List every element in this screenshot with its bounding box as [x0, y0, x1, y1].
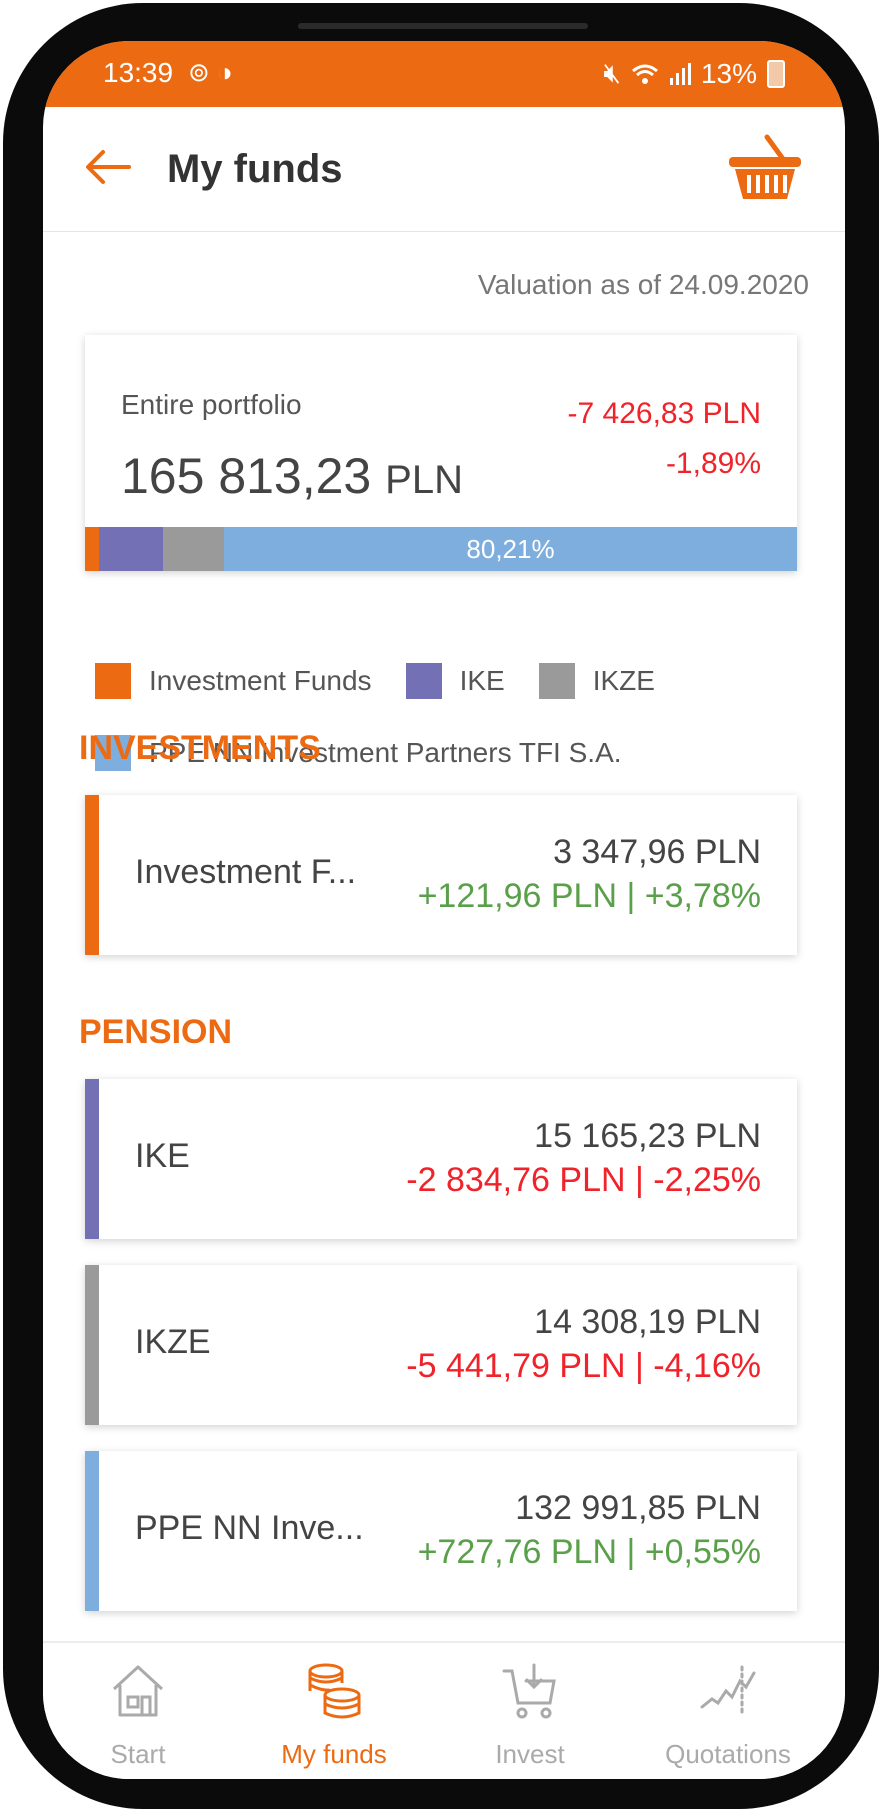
account-amount: 14 308,19 PLN — [534, 1303, 761, 1341]
phone-frame: 13:39 ⊚ ◑ 🔇︎ 13% My funds Val — [3, 3, 879, 1809]
status-right: 🔇︎ 13% — [603, 57, 785, 90]
section-investments: INVESTMENTS — [79, 729, 321, 767]
cart-icon — [502, 1663, 556, 1719]
account-delta: +121,96 PLN | +3,78% — [417, 877, 761, 915]
account-color-stripe — [85, 1451, 99, 1611]
allocation-legend: Investment Funds IKE IKZE PPE NN Investm… — [95, 661, 795, 805]
legend-item: Investment Funds — [95, 663, 372, 699]
nav-label: My funds — [281, 1739, 387, 1769]
account-name: PPE NN Inve... — [135, 1509, 364, 1547]
legend-item: PPE NN Investment Partners TFI S.A. — [95, 735, 622, 771]
account-card[interactable]: IKZE 14 308,19 PLN -5 441,79 PLN | -4,16… — [85, 1265, 797, 1425]
battery-icon — [767, 59, 785, 88]
allocation-segment-label: 80,21% — [466, 533, 555, 564]
wifi-icon — [631, 64, 658, 84]
nav-label: Start — [110, 1739, 166, 1769]
phone-speaker — [298, 23, 588, 29]
legend-item: IKZE — [538, 663, 655, 699]
battery-level: 13% — [700, 57, 757, 89]
legend-swatch — [405, 663, 442, 699]
allocation-segment: 80,21% — [224, 527, 797, 571]
portfolio-change-amount: -7 426,83 PLN — [567, 397, 761, 430]
account-amount: 132 991,85 PLN — [515, 1489, 761, 1527]
portfolio-change: -7 426,83 PLN -1,89% — [568, 389, 761, 489]
allocation-segment — [85, 527, 99, 571]
account-color-stripe — [85, 795, 99, 955]
account-delta: +727,76 PLN | +0,55% — [417, 1533, 761, 1571]
signal-icon — [669, 62, 691, 85]
account-delta: -5 441,79 PLN | -4,16% — [406, 1347, 761, 1385]
portfolio-value: 165 813,23 PLN — [121, 448, 463, 504]
bottom-navigation: Start My funds — [43, 1641, 845, 1779]
legend-swatch — [538, 663, 575, 699]
page-title: My funds — [167, 147, 343, 191]
account-card[interactable]: IKE 15 165,23 PLN -2 834,76 PLN | -2,25% — [85, 1079, 797, 1239]
legend-label: IKE — [459, 665, 505, 696]
nav-label: Quotations — [665, 1739, 791, 1769]
legend-swatch — [95, 663, 131, 699]
account-amount: 15 165,23 PLN — [534, 1117, 761, 1155]
coins-icon — [308, 1663, 361, 1719]
basket-icon[interactable] — [727, 131, 803, 203]
mute-icon: 🔇︎ — [603, 57, 621, 88]
allocation-bar: 80,21% — [85, 527, 797, 571]
allocation-segment — [99, 527, 163, 571]
content-scroll[interactable]: Valuation as of 24.09.2020 Entire portfo… — [43, 231, 845, 1641]
screen: 13:39 ⊚ ◑ 🔇︎ 13% My funds Val — [43, 41, 845, 1779]
portfolio-label: Entire portfolio — [121, 389, 302, 420]
portfolio-change-percent: -1,89% — [665, 447, 761, 480]
allocation-segment — [163, 527, 224, 571]
account-name: Investment F... — [135, 853, 357, 891]
valuation-date: Valuation as of 24.09.2020 — [477, 269, 809, 300]
home-icon — [112, 1665, 164, 1717]
account-card[interactable]: Investment F... 3 347,96 PLN +121,96 PLN… — [85, 795, 797, 955]
account-name: IKZE — [135, 1323, 211, 1361]
chart-icon — [700, 1665, 756, 1717]
app-header: My funds — [43, 107, 845, 232]
legend-label: IKZE — [592, 665, 655, 696]
nav-label: Invest — [495, 1739, 565, 1769]
account-card[interactable]: PPE NN Inve... 132 991,85 PLN +727,76 PL… — [85, 1451, 797, 1611]
status-time: 13:39 — [103, 57, 174, 88]
portfolio-card[interactable]: Entire portfolio 165 813,23 PLN -7 426,8… — [85, 335, 797, 571]
account-amount: 3 347,96 PLN — [553, 833, 761, 871]
account-color-stripe — [85, 1079, 99, 1239]
nav-invest[interactable]: Invest — [435, 1661, 625, 1770]
account-color-stripe — [85, 1265, 99, 1425]
back-arrow-icon[interactable] — [83, 147, 133, 187]
account-name: IKE — [135, 1137, 190, 1175]
nav-start[interactable]: Start — [43, 1661, 233, 1770]
notification-icons: ⊚ ◑ — [188, 57, 233, 87]
legend-item: IKE — [405, 663, 505, 699]
status-bar: 13:39 ⊚ ◑ 🔇︎ 13% — [43, 41, 845, 107]
account-delta: -2 834,76 PLN | -2,25% — [406, 1161, 761, 1199]
section-pension: PENSION — [79, 1013, 233, 1051]
legend-label: PPE NN Investment Partners TFI S.A. — [149, 737, 622, 768]
nav-my-funds[interactable]: My funds — [239, 1661, 429, 1770]
legend-label: Investment Funds — [149, 665, 372, 696]
nav-quotations[interactable]: Quotations — [633, 1661, 823, 1770]
legend-swatch — [95, 735, 131, 771]
